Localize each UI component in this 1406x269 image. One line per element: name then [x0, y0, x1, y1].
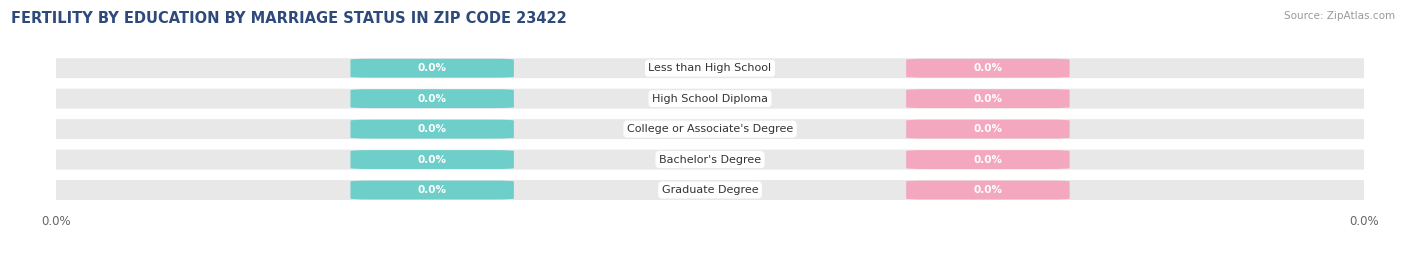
FancyBboxPatch shape — [350, 180, 513, 200]
Text: 0.0%: 0.0% — [418, 155, 447, 165]
Legend: Married, Unmarried: Married, Unmarried — [619, 264, 801, 269]
FancyBboxPatch shape — [30, 149, 1391, 170]
FancyBboxPatch shape — [907, 150, 1070, 169]
Text: Less than High School: Less than High School — [648, 63, 772, 73]
FancyBboxPatch shape — [350, 59, 513, 78]
FancyBboxPatch shape — [350, 120, 513, 139]
FancyBboxPatch shape — [350, 89, 513, 108]
Text: 0.0%: 0.0% — [973, 63, 1002, 73]
Text: Source: ZipAtlas.com: Source: ZipAtlas.com — [1284, 11, 1395, 21]
FancyBboxPatch shape — [30, 118, 1391, 140]
Text: 0.0%: 0.0% — [418, 124, 447, 134]
Text: 0.0%: 0.0% — [418, 63, 447, 73]
Text: 0.0%: 0.0% — [973, 185, 1002, 195]
Text: 0.0%: 0.0% — [973, 155, 1002, 165]
FancyBboxPatch shape — [350, 150, 513, 169]
FancyBboxPatch shape — [907, 59, 1070, 78]
Text: Bachelor's Degree: Bachelor's Degree — [659, 155, 761, 165]
Text: 0.0%: 0.0% — [418, 94, 447, 104]
FancyBboxPatch shape — [30, 58, 1391, 79]
Text: 0.0%: 0.0% — [973, 124, 1002, 134]
Text: 0.0%: 0.0% — [973, 94, 1002, 104]
Text: FERTILITY BY EDUCATION BY MARRIAGE STATUS IN ZIP CODE 23422: FERTILITY BY EDUCATION BY MARRIAGE STATU… — [11, 11, 567, 26]
FancyBboxPatch shape — [30, 88, 1391, 109]
Text: 0.0%: 0.0% — [418, 185, 447, 195]
FancyBboxPatch shape — [30, 179, 1391, 201]
Text: College or Associate's Degree: College or Associate's Degree — [627, 124, 793, 134]
FancyBboxPatch shape — [907, 180, 1070, 200]
FancyBboxPatch shape — [907, 120, 1070, 139]
Text: High School Diploma: High School Diploma — [652, 94, 768, 104]
FancyBboxPatch shape — [907, 89, 1070, 108]
Text: Graduate Degree: Graduate Degree — [662, 185, 758, 195]
